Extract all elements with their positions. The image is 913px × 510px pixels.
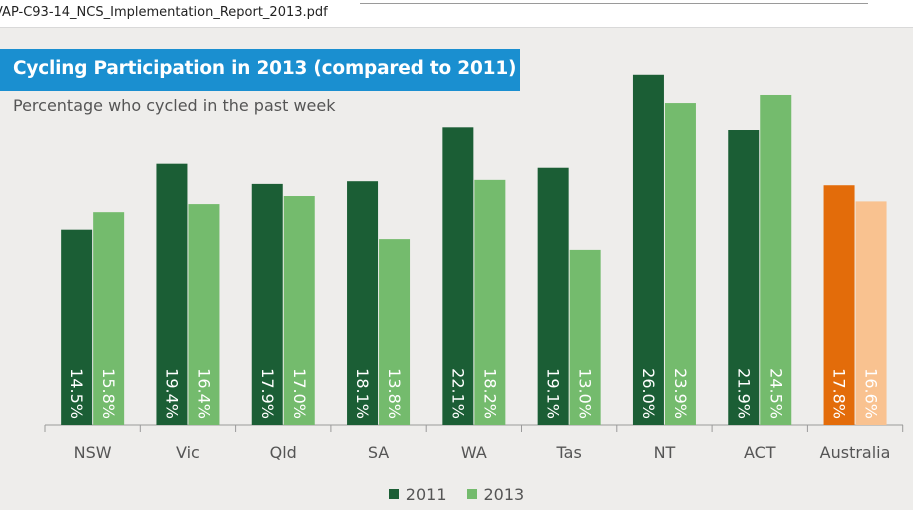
x-tick-label-vic: Vic [176,443,200,462]
data-label-2011-vic: 19.4% [162,368,181,419]
bar-2011-vic [156,163,188,425]
data-label-2013-tas: 13.0% [576,368,595,419]
legend-swatch-2011 [388,489,399,499]
x-tick-label-nt: NT [654,443,676,462]
data-label-2011-australia: 17.8% [830,368,849,419]
x-tick-label-tas: Tas [556,443,582,462]
legend-label-2013: 2013 [483,484,525,504]
bar-2013-nsw [93,212,125,425]
data-label-2013-qld: 17.0% [290,368,309,419]
data-label-2013-australia: 16.6% [862,368,881,419]
bar-2013-sa [379,239,411,425]
pdf-filename: VAP-C93-14_NCS_Implementation_Report_201… [0,5,328,20]
bar-2013-australia [855,201,887,425]
data-label-2011-tas: 19.1% [544,368,563,419]
bar-2011-sa [347,181,379,425]
x-tick-label-australia: Australia [820,443,891,462]
chart-subtitle: Percentage who cycled in the past week [13,96,336,115]
data-label-2011-qld: 17.9% [258,368,277,419]
bar-2013-act [760,94,792,426]
data-label-2013-nt: 23.9% [671,368,690,419]
x-tick-label-wa: WA [461,443,487,462]
legend-swatch-2013 [466,489,477,499]
bar-2011-australia [823,185,855,425]
bar-2013-tas [569,249,601,425]
bar-2011-wa [442,127,474,426]
bar-2011-nt [632,74,664,425]
x-tick-label-qld: Qld [270,443,297,462]
chart-legend: 2011 2013 [0,484,913,504]
bar-2013-nt [664,103,696,425]
bar-2013-wa [474,179,506,425]
x-tick-label-act: ACT [744,443,776,462]
data-label-2013-vic: 16.4% [194,368,213,419]
legend-label-2011: 2011 [405,484,447,504]
bar-2013-vic [188,204,220,425]
data-label-2011-nsw: 14.5% [67,368,86,419]
tab-divider [360,3,868,4]
legend-item-2011: 2011 [388,484,447,504]
data-label-2013-act: 24.5% [766,368,785,419]
bar-2013-qld [283,196,315,425]
pdf-file-tab[interactable]: VAP-C93-14_NCS_Implementation_Report_201… [0,0,913,28]
data-label-2011-sa: 18.1% [353,368,372,419]
x-tick-label-nsw: NSW [74,443,112,462]
data-label-2013-sa: 13.8% [385,368,404,419]
legend-item-2013: 2013 [466,484,525,504]
bar-2011-nsw [61,229,93,425]
bar-2011-tas [537,167,569,425]
data-label-2013-wa: 18.2% [480,368,499,419]
bar-2011-act [728,130,760,425]
chart-title: Cycling Participation in 2013 (compared … [13,58,517,79]
x-tick-label-sa: SA [368,443,389,462]
data-label-2013-nsw: 15.8% [99,368,118,419]
data-label-2011-act: 21.9% [734,368,753,419]
bar-2011-qld [251,183,283,425]
data-label-2011-nt: 26.0% [639,368,658,419]
chart-title-banner: Cycling Participation in 2013 (compared … [0,49,520,91]
data-label-2011-wa: 22.1% [448,368,467,419]
